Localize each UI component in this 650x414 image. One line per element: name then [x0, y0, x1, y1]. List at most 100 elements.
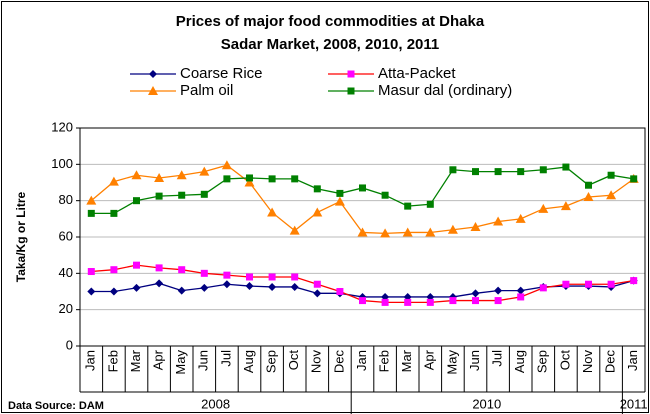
marker: [516, 286, 525, 295]
x-tick-label: Jan: [625, 350, 640, 371]
marker: [267, 207, 278, 217]
y-axis-label: Taka/Kg or Litre: [14, 191, 28, 282]
marker: [347, 70, 355, 78]
marker: [223, 175, 231, 183]
marker: [381, 298, 389, 306]
y-tick-label: 120: [51, 119, 73, 134]
marker: [87, 209, 95, 217]
marker: [291, 175, 299, 183]
marker: [155, 264, 163, 272]
marker: [109, 287, 118, 296]
marker: [630, 277, 638, 285]
y-tick-label: 80: [59, 192, 73, 207]
marker: [357, 227, 368, 237]
marker: [133, 197, 140, 205]
marker: [313, 280, 321, 288]
x-tick-label: Nov: [309, 350, 324, 374]
marker: [268, 175, 276, 183]
chart-title: Prices of major food commodities at Dhak…: [176, 13, 485, 30]
marker: [245, 282, 254, 291]
source: Data Source: DAM: [8, 400, 104, 412]
marker: [494, 297, 502, 305]
marker: [404, 298, 412, 306]
x-tick-label: Sep: [535, 350, 550, 373]
legend-label: Palm oil: [180, 82, 233, 99]
x-tick-label: May: [444, 350, 459, 375]
marker: [221, 160, 232, 170]
marker: [108, 176, 119, 186]
marker: [515, 213, 526, 223]
marker: [268, 282, 277, 291]
marker: [359, 184, 366, 192]
marker: [313, 289, 322, 298]
marker: [222, 280, 231, 289]
marker: [334, 196, 345, 206]
marker: [110, 266, 118, 274]
marker: [200, 283, 209, 292]
y-tick-label: 0: [66, 337, 73, 352]
marker: [289, 225, 300, 235]
marker: [447, 224, 458, 234]
marker: [178, 191, 186, 199]
marker: [517, 293, 525, 301]
marker: [154, 172, 165, 182]
plot-border: [79, 127, 646, 347]
marker: [539, 284, 547, 292]
marker: [562, 163, 570, 171]
y-tick-label: 40: [59, 265, 73, 280]
marker: [426, 298, 434, 306]
marker: [246, 273, 253, 281]
marker: [426, 200, 434, 208]
marker: [199, 166, 210, 176]
group-label: 2011: [620, 396, 648, 411]
marker: [176, 170, 187, 180]
marker: [336, 288, 344, 295]
marker: [539, 166, 547, 174]
x-tick-label: Feb: [377, 350, 392, 372]
marker: [585, 181, 592, 189]
y-tick-label: 20: [59, 301, 73, 316]
group-label: 2010: [472, 396, 501, 411]
x-tick-label: Sep: [264, 350, 279, 373]
legend-label: Atta-Packet: [378, 65, 456, 82]
marker: [347, 87, 355, 95]
marker: [155, 192, 163, 200]
x-tick-label: Dec: [603, 350, 618, 374]
marker: [86, 195, 97, 205]
marker: [313, 185, 321, 193]
marker: [493, 216, 504, 226]
marker: [178, 266, 186, 274]
group-label: 2008: [201, 396, 230, 411]
y-tick-label: 60: [59, 228, 73, 243]
marker: [583, 192, 594, 202]
x-tick-label: Apr: [422, 349, 437, 370]
x-tick-label: Dec: [331, 350, 346, 374]
marker: [177, 286, 186, 295]
marker: [148, 86, 158, 95]
marker: [223, 271, 231, 279]
marker: [336, 189, 344, 197]
marker: [200, 190, 208, 198]
marker: [268, 273, 276, 281]
x-tick-label: Oct: [286, 350, 301, 371]
y-tick-label: 100: [51, 156, 73, 171]
marker: [471, 289, 480, 298]
x-tick-label: Jan: [83, 350, 98, 371]
marker: [472, 168, 479, 176]
marker: [472, 297, 479, 305]
marker: [517, 168, 525, 176]
marker: [449, 297, 457, 305]
marker: [606, 190, 617, 200]
x-tick-label: Nov: [580, 350, 595, 374]
marker: [244, 177, 255, 187]
marker: [630, 175, 638, 183]
x-tick-label: Oct: [557, 350, 572, 371]
marker: [402, 227, 413, 237]
x-tick-label: Feb: [105, 350, 120, 372]
marker: [585, 280, 592, 288]
marker: [155, 279, 164, 288]
marker: [291, 273, 299, 281]
x-tick-label: Aug: [241, 350, 256, 373]
